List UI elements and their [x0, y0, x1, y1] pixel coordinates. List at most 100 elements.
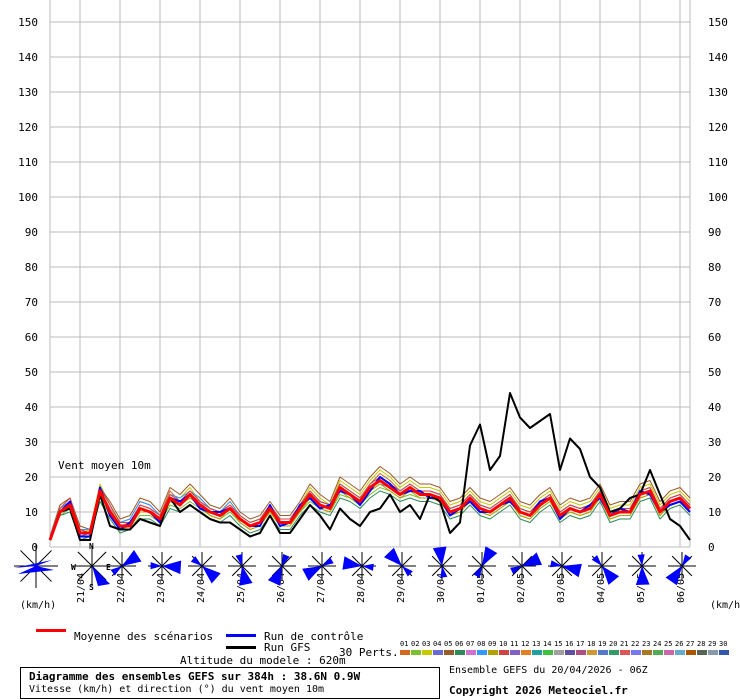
wind-rose-spoke	[441, 565, 453, 577]
pert-legend-number: 04	[433, 640, 442, 648]
y-tick-label-left: 110	[18, 156, 38, 169]
perturbation-line	[49, 476, 691, 541]
wind-rose-petal	[635, 566, 650, 585]
y-tick-label-left: 40	[25, 401, 38, 414]
wind-rose-spoke	[431, 555, 443, 567]
y-tick-label-left: 120	[18, 121, 38, 134]
legend-control-swatch	[226, 634, 256, 637]
compass-letter-e: E	[106, 563, 111, 572]
compass-spoke	[77, 565, 93, 581]
y-tick-label-left: 90	[25, 226, 38, 239]
wind-rose-spoke	[361, 555, 373, 567]
wind-rose-spoke	[511, 565, 523, 577]
y-tick-label-right: 90	[708, 226, 721, 239]
date-tick-label: 26/04	[276, 573, 287, 603]
wind-rose-spoke	[151, 565, 163, 577]
pert-legend-number: 28	[697, 640, 706, 648]
pert-legend-number: 23	[642, 640, 651, 648]
wind-rose-petal	[110, 566, 122, 576]
y-tick-label-left: 140	[18, 51, 38, 64]
wind-rose-spoke	[551, 565, 563, 577]
pert-legend-number: 03	[422, 640, 431, 648]
wind-rose-petal	[562, 563, 582, 578]
wind-rose-spoke	[271, 555, 283, 567]
wind-rose-petal	[402, 566, 413, 577]
pert-legend-number: 26	[675, 640, 684, 648]
wind-rose-spoke	[521, 565, 533, 577]
pert-legend-number: 17	[576, 640, 585, 648]
wind-rose-petal	[14, 560, 52, 568]
wind-rose-spoke	[481, 565, 493, 577]
y-tick-label-left: 100	[18, 191, 38, 204]
altitude-label: Altitude du modele : 620m	[180, 654, 346, 667]
pert-legend-number: 09	[488, 640, 497, 648]
wind-rose-spoke	[161, 555, 173, 567]
compass-spoke	[77, 551, 93, 567]
pert-legend: 01 02 03 04 05 06 07 08 09 10 11 12 13 14 15 16 17 18 19 20…	[400, 640, 730, 658]
pert-legend-swatch	[455, 650, 465, 655]
wind-rose-spoke	[231, 565, 243, 577]
wind-rose-spoke	[191, 565, 203, 577]
pert-legend-number: 10	[499, 640, 508, 648]
perturbation-line	[49, 466, 691, 537]
pert-legend-swatch	[565, 650, 575, 655]
pert-legend-swatch	[433, 650, 443, 655]
pert-legend-number: 14	[543, 640, 552, 648]
pert-legend-swatch	[620, 650, 630, 655]
y-tick-label-left: 0	[31, 541, 38, 554]
wind-rose-petal	[150, 562, 162, 570]
pert-legend-number: 16	[565, 640, 574, 648]
wind-rose-petal	[362, 563, 374, 571]
wind-rose-petal	[637, 554, 645, 566]
date-tick-label: 29/04	[396, 573, 407, 603]
y-tick-label-left: 10	[25, 506, 38, 519]
wind-rose-spoke	[391, 565, 403, 577]
pert-legend-swatch	[411, 650, 421, 655]
wind-rose-spoke	[471, 555, 483, 567]
y-tick-label-left: 80	[25, 261, 38, 274]
date-tick-label: 21/04	[76, 573, 87, 603]
date-tick-label: 06/05	[676, 573, 687, 603]
wind-rose-petal	[302, 566, 322, 581]
pert-legend-number: 08	[477, 640, 486, 648]
pert-legend-swatch	[510, 650, 520, 655]
wind-rose-spoke	[441, 555, 453, 567]
date-tick-label: 04/05	[596, 573, 607, 603]
pert-legend-swatch	[499, 650, 509, 655]
legend-perts-label: 30 Perts.	[339, 646, 399, 659]
compass-spoke	[91, 551, 107, 567]
y-tick-label-right: 40	[708, 401, 721, 414]
wind-rose-petal	[550, 560, 562, 568]
wind-rose-spoke	[351, 555, 363, 567]
date-tick-label: 30/04	[436, 573, 447, 603]
ensemble-run-label: Ensemble GEFS du 20/04/2026 - 06Z	[449, 665, 648, 676]
pert-legend-number: 25	[664, 640, 673, 648]
pert-legend-number: 02	[411, 640, 420, 648]
wind-rose-spoke	[561, 565, 573, 577]
pert-legend-number: 29	[708, 640, 717, 648]
wind-rose-spoke	[121, 565, 133, 577]
wind-rose-petal	[190, 556, 202, 566]
wind-rose-petal	[239, 566, 253, 586]
wind-rose-petal	[122, 550, 142, 566]
wind-rose-spoke	[231, 555, 243, 567]
pert-legend-number: 24	[653, 640, 662, 648]
pert-legend-swatch	[708, 650, 718, 655]
info-subtitle: Vitesse (km/h) et direction (°) du vent …	[29, 684, 325, 695]
date-tick-label: 23/04	[156, 573, 167, 603]
pert-legend-swatch	[466, 650, 476, 655]
pert-legend-swatch	[609, 650, 619, 655]
pert-legend-number: 12	[521, 640, 530, 648]
wind-rose-spoke	[551, 555, 563, 567]
pert-legend-number: 27	[686, 640, 695, 648]
wind-rose-petal	[482, 546, 498, 566]
wind-rose-petal	[202, 566, 221, 584]
wind-rose-spoke	[511, 555, 523, 567]
date-tick-label: 22/04	[116, 573, 127, 603]
date-tick-label: 24/04	[196, 573, 207, 603]
info-title: Diagramme des ensembles GEFS sur 384h : …	[29, 670, 361, 683]
pert-legend-swatch	[719, 650, 729, 655]
date-tick-label: 03/05	[556, 573, 567, 603]
wind-rose-petal	[522, 552, 542, 566]
